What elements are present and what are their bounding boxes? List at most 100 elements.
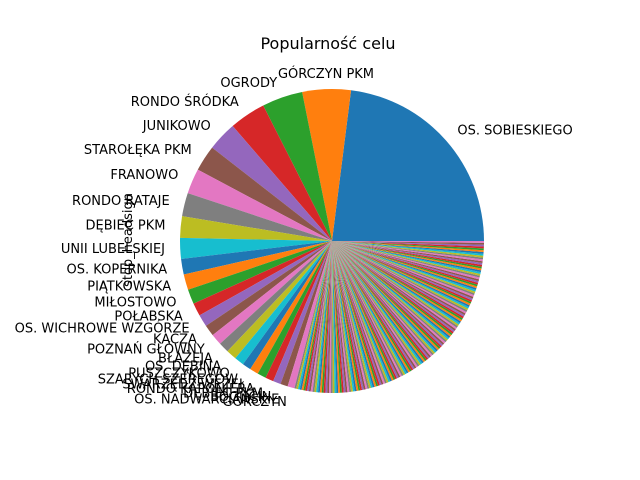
pie-slice (332, 241, 359, 391)
pie-slice (332, 241, 346, 393)
pie-slice (332, 241, 448, 341)
pie-slice (307, 241, 332, 392)
pie-slice (332, 241, 443, 347)
pie-slice (332, 241, 472, 302)
pie-slice (332, 241, 427, 362)
pie-slice (332, 241, 420, 367)
pie-slice (187, 169, 332, 241)
pie-slice (332, 241, 426, 363)
pie-slice (332, 241, 483, 262)
pie-slice (332, 241, 475, 297)
pie-slice (332, 241, 423, 365)
pie-slice (332, 90, 484, 241)
pie-slice (332, 241, 483, 264)
pie-slice (332, 241, 460, 325)
pie-slice (332, 241, 421, 366)
pie-slice (332, 241, 474, 299)
slice-label: KACZA (153, 333, 197, 348)
pie-slices (179, 89, 485, 394)
pie-slice (329, 241, 332, 393)
pie-slice (332, 241, 418, 368)
pie-slice (332, 241, 480, 280)
pie-slice (332, 241, 341, 393)
pie-slice (332, 241, 476, 294)
pie-slice (332, 241, 344, 393)
pie-slice (332, 241, 442, 348)
pie-slice (235, 241, 332, 365)
slice-label: OGRODY (220, 76, 277, 91)
pie-slice (332, 241, 482, 271)
pie-slice (193, 241, 332, 316)
pie-slice (332, 241, 361, 391)
pie-slice (332, 241, 484, 245)
pie-slice (332, 241, 411, 373)
pie-slice (327, 241, 332, 393)
pie-slice (332, 241, 482, 273)
pie-slice (332, 241, 417, 369)
pie-slice (296, 241, 332, 390)
pie-slice (197, 147, 332, 241)
pie-slice (332, 241, 484, 256)
slice-label: SZARYCH SZEREGÓW (98, 371, 238, 387)
slice-label: GÓRCZYN (223, 394, 287, 410)
pie-slice (332, 241, 478, 289)
pie-slice (332, 241, 370, 389)
pie-slice (332, 241, 353, 392)
pie-slice (332, 241, 406, 376)
pie-slice (332, 241, 380, 386)
slice-label: OS. NADWARCIAŃSKIE (134, 392, 279, 408)
pie-slice (332, 241, 436, 354)
slice-label: OS. SOBIESKIEGO (457, 123, 572, 138)
pie-slice (227, 241, 332, 359)
slice-label: DĘBIEC PKM (183, 386, 263, 401)
pie-slice (332, 241, 433, 357)
pie-slice (332, 241, 355, 392)
pie-slice (332, 241, 402, 377)
pie-slice (319, 241, 332, 393)
pie-slice (299, 241, 332, 390)
pie-slice (332, 241, 438, 352)
pie-slice (332, 241, 373, 388)
pie-slice (332, 241, 431, 358)
pie-slice (332, 241, 483, 267)
pie-slice (332, 241, 468, 312)
slice-label: POZNAŃ GŁÓWNY (87, 341, 205, 357)
pie-slice (188, 241, 332, 304)
slice-label: OS. KOPERNIKA (67, 262, 168, 277)
pie-slice (332, 241, 414, 371)
pie-slice (332, 241, 473, 301)
pie-slice (220, 241, 332, 352)
pie-slice (332, 241, 464, 319)
pie-slice (332, 241, 475, 296)
slice-label: UNII LUBELSKIEJ (61, 242, 165, 257)
slice-label: GÓRCZYN PKM (278, 66, 374, 82)
pie-slice (332, 241, 456, 331)
pie-slice (332, 241, 434, 356)
pie-slice (332, 241, 387, 384)
pie-slice (332, 241, 478, 287)
pie-slice (332, 241, 377, 387)
pie-slice (332, 241, 350, 393)
pie-slice (332, 241, 335, 393)
pie-slice (199, 241, 332, 326)
pie-slice (305, 241, 332, 391)
pie-slice (332, 241, 476, 292)
pie-slice (332, 241, 455, 333)
pie-slice (332, 241, 484, 260)
pie-slice (332, 241, 450, 340)
pie-slice (321, 241, 332, 393)
pie-slice (332, 241, 465, 317)
pie-slice (332, 241, 397, 380)
pie-slice (232, 105, 332, 242)
pie-slice (325, 241, 332, 393)
slice-label: DĘBIEC PKM (86, 219, 166, 234)
pie-slice (332, 241, 453, 336)
pie-slice (332, 241, 484, 253)
pie-slice (332, 241, 384, 385)
pie-slice (312, 241, 332, 392)
pie-slice (332, 241, 391, 383)
pie-slice (332, 241, 457, 330)
pie-slice (212, 241, 332, 344)
pie-slice (332, 241, 366, 390)
